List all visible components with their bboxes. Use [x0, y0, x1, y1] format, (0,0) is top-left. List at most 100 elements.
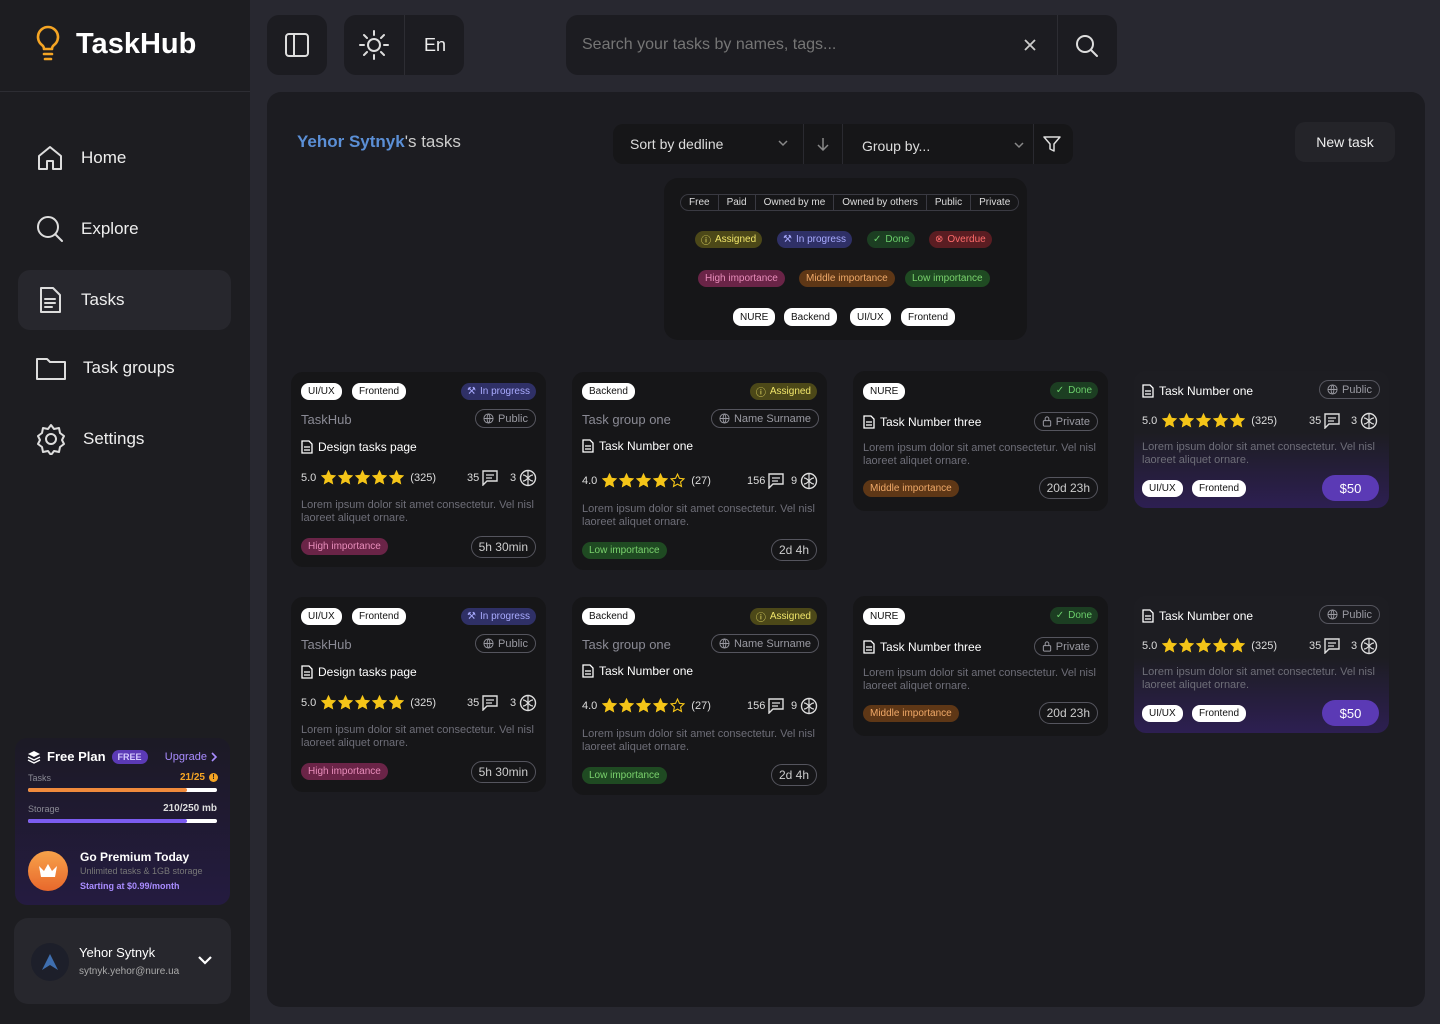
task-card[interactable]: Backend ⓘ Assigned Task group one Name Su… — [572, 597, 827, 795]
task-title[interactable]: Task Number one — [1142, 609, 1253, 623]
task-title[interactable]: Task Number one — [582, 439, 693, 453]
user-profile[interactable]: Yehor Sytnyk sytnyk.yehor@nure.ua — [14, 918, 231, 1004]
tag-nure[interactable]: NURE — [863, 608, 906, 625]
filter-paid[interactable]: Paid — [719, 195, 756, 210]
search-icon[interactable] — [1075, 34, 1099, 58]
brains-value: 3 — [1351, 640, 1358, 652]
status-badge: ✓ Done — [1049, 607, 1098, 624]
tag-frontend[interactable]: Frontend — [352, 608, 407, 625]
filter-tag-uiux[interactable]: UI/UX — [850, 308, 891, 326]
group-select[interactable]: Group by... — [843, 124, 1033, 164]
divider — [1057, 15, 1058, 75]
owner-badge[interactable]: Name Surname — [710, 409, 819, 428]
comments-count[interactable]: 35 — [1309, 413, 1340, 429]
filter-tag-frontend[interactable]: Frontend — [901, 308, 956, 326]
task-card[interactable]: UI/UX Frontend ⚒ In progress TaskHub Publ… — [291, 372, 546, 567]
tag-backend[interactable]: Backend — [582, 608, 635, 625]
sidebar-item-task-groups[interactable]: Task groups — [18, 338, 231, 398]
tag-uiux[interactable]: UI/UX — [301, 608, 342, 625]
task-card-paid[interactable]: Task Number one Public 5.0 (325) 35 3 Lor… — [1134, 371, 1389, 508]
tag-uiux[interactable]: UI/UX — [1142, 705, 1183, 722]
price-button[interactable]: $50 — [1322, 700, 1379, 726]
filter-private[interactable]: Private — [979, 197, 1011, 208]
comments-count[interactable]: 35 — [467, 695, 498, 711]
search-input[interactable] — [582, 33, 1002, 57]
chevron-down-icon[interactable] — [197, 955, 213, 965]
brains-count[interactable]: 3 — [510, 469, 537, 487]
comments-count[interactable]: 156 — [747, 698, 785, 714]
document-icon — [582, 664, 594, 678]
language-button[interactable]: En — [424, 35, 447, 55]
task-title[interactable]: Design tasks page — [301, 440, 417, 454]
price-button[interactable]: $50 — [1322, 475, 1379, 501]
task-title[interactable]: Task Number one — [582, 664, 693, 678]
tag-uiux[interactable]: UI/UX — [1142, 480, 1183, 497]
filter-in-progress[interactable]: ⚒ In progress — [777, 231, 852, 248]
new-task-button[interactable]: New task — [1295, 122, 1395, 162]
task-group[interactable]: TaskHub — [301, 637, 352, 652]
filter-overdue[interactable]: ⊗ Overdue — [929, 231, 992, 248]
filter-owned-by-others[interactable]: Owned by others — [834, 195, 927, 210]
task-group[interactable]: TaskHub — [301, 412, 352, 427]
filter-icon[interactable] — [1043, 135, 1061, 153]
task-card[interactable]: NURE ✓ Done Task Number three Private Lor… — [853, 371, 1108, 511]
status-label: Done — [1068, 385, 1092, 396]
close-icon[interactable] — [1024, 39, 1036, 51]
comments-count[interactable]: 156 — [747, 473, 785, 489]
task-card-paid[interactable]: Task Number one Public 5.0 (325) 35 3 Lor… — [1134, 596, 1389, 733]
task-card[interactable]: Backend ⓘ Assigned Task group one Name Su… — [572, 372, 827, 570]
task-title-text: Task Number three — [880, 640, 982, 654]
warning-icon: ! — [209, 773, 218, 782]
comment-icon — [1324, 638, 1340, 654]
tag-frontend[interactable]: Frontend — [1192, 705, 1247, 722]
premium-price[interactable]: Starting at $0.99/month — [80, 881, 180, 891]
filter-low-importance[interactable]: Low importance — [905, 270, 990, 287]
chevron-right-icon — [211, 752, 218, 762]
tag-backend[interactable]: Backend — [582, 383, 635, 400]
sidebar-toggle-button[interactable] — [267, 15, 327, 75]
brains-count[interactable]: 3 — [1351, 637, 1378, 655]
filter-owned-by-me[interactable]: Owned by me — [756, 195, 835, 210]
brains-count[interactable]: 3 — [1351, 412, 1378, 430]
tag-frontend[interactable]: Frontend — [1192, 480, 1247, 497]
sidebar-item-settings[interactable]: Settings — [18, 409, 231, 469]
owner-badge[interactable]: Name Surname — [710, 634, 819, 653]
upgrade-link[interactable]: Upgrade — [165, 751, 218, 763]
sidebar-item-home[interactable]: Home — [18, 128, 231, 188]
tag-nure[interactable]: NURE — [863, 383, 906, 400]
sidebar-item-tasks[interactable]: Tasks — [18, 270, 231, 330]
theme-toggle-button[interactable] — [344, 15, 404, 75]
task-title[interactable]: Task Number three — [863, 415, 981, 429]
sort-select[interactable]: Sort by dedline — [613, 124, 803, 164]
tag-frontend[interactable]: Frontend — [352, 383, 407, 400]
arrow-down-icon[interactable] — [816, 137, 830, 151]
task-group[interactable]: Task group one — [582, 637, 671, 652]
brains-count[interactable]: 9 — [791, 697, 818, 715]
task-group[interactable]: Task group one — [582, 412, 671, 427]
filter-tag-backend[interactable]: Backend — [784, 308, 837, 326]
status-badge: ⓘ Assigned — [749, 383, 817, 400]
owner-name[interactable]: Yehor Sytnyk — [297, 132, 405, 151]
brains-count[interactable]: 3 — [510, 694, 537, 712]
app-logo[interactable]: TaskHub — [34, 24, 196, 64]
plan-title: Free Plan — [47, 749, 106, 764]
task-card[interactable]: NURE ✓ Done Task Number three Private Lor… — [853, 596, 1108, 736]
brains-count[interactable]: 9 — [791, 472, 818, 490]
filter-free[interactable]: Free — [681, 195, 719, 210]
task-card[interactable]: UI/UX Frontend ⚒ In progress TaskHub Publ… — [291, 597, 546, 792]
filter-done[interactable]: ✓ Done — [867, 231, 916, 248]
tag-uiux[interactable]: UI/UX — [301, 383, 342, 400]
filter-middle-importance[interactable]: Middle importance — [799, 270, 895, 287]
wrench-icon: ⚒ — [467, 611, 476, 622]
sidebar-item-explore[interactable]: Explore — [18, 199, 231, 259]
visibility-badge: Public — [1319, 380, 1380, 399]
task-title[interactable]: Task Number one — [1142, 384, 1253, 398]
comments-count[interactable]: 35 — [467, 470, 498, 486]
filter-assigned[interactable]: ⓘ Assigned — [695, 231, 763, 248]
filter-high-importance[interactable]: High importance — [698, 270, 785, 287]
filter-tag-nure[interactable]: NURE — [733, 308, 776, 326]
task-title[interactable]: Task Number three — [863, 640, 981, 654]
filter-public[interactable]: Public — [927, 195, 972, 210]
task-title[interactable]: Design tasks page — [301, 665, 417, 679]
comments-count[interactable]: 35 — [1309, 638, 1340, 654]
